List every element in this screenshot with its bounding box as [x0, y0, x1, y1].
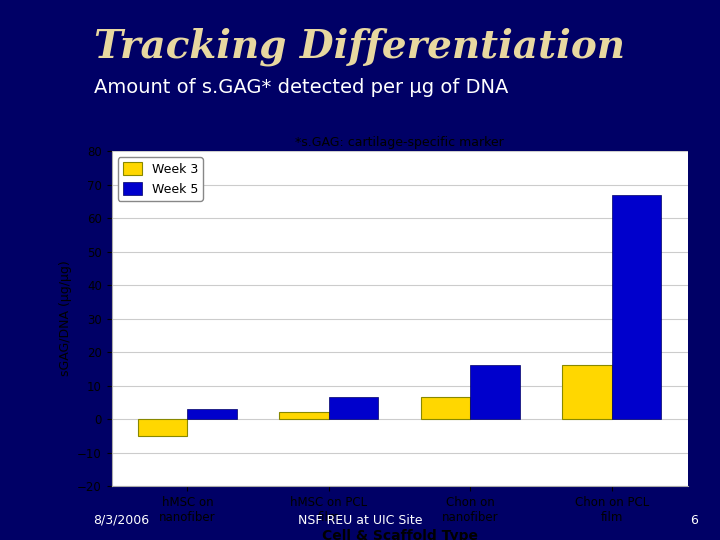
Bar — [329, 397, 379, 419]
Text: Amount of s.GAG* detected per μg of DNA: Amount of s.GAG* detected per μg of DNA — [94, 78, 508, 97]
Text: NSF REU at UIC Site: NSF REU at UIC Site — [298, 514, 422, 526]
X-axis label: Cell & Scaffold Type: Cell & Scaffold Type — [322, 529, 477, 540]
Legend: Week 3, Week 5: Week 3, Week 5 — [118, 158, 203, 201]
Bar — [612, 195, 662, 419]
Text: Tracking Differentiation: Tracking Differentiation — [94, 27, 625, 65]
Title: *s.GAG: cartilage-specific marker: *s.GAG: cartilage-specific marker — [295, 136, 504, 148]
Y-axis label: sGAG/DNA (μg/μg): sGAG/DNA (μg/μg) — [58, 261, 71, 376]
Text: 8/3/2006: 8/3/2006 — [94, 514, 150, 526]
Bar — [562, 366, 612, 419]
Bar — [470, 366, 520, 419]
Bar — [279, 413, 329, 419]
Bar — [187, 409, 237, 419]
Bar — [420, 397, 470, 419]
Text: 6: 6 — [690, 514, 698, 526]
Bar — [138, 419, 187, 436]
